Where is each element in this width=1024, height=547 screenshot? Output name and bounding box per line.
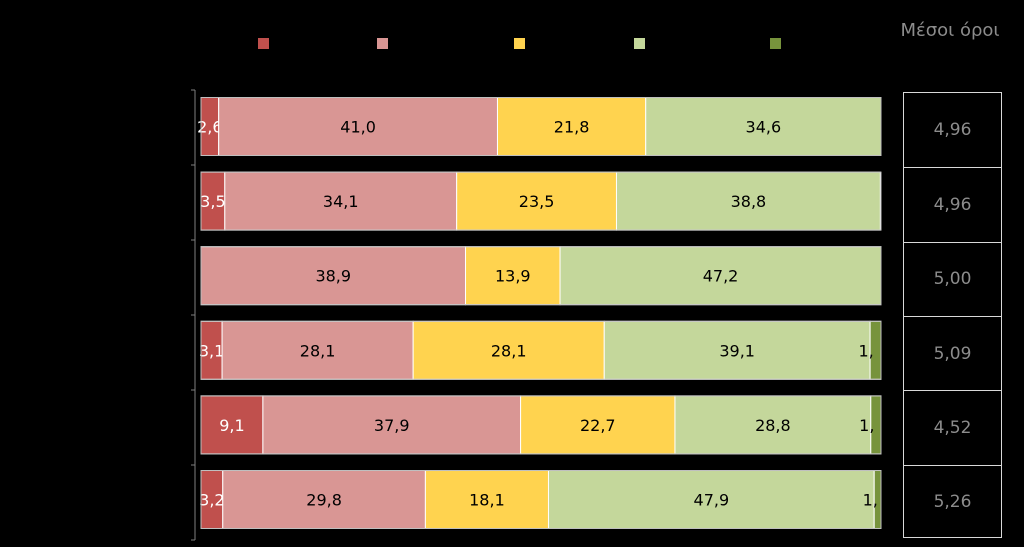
bar-segment bbox=[262, 395, 522, 455]
data-label: 34,1 bbox=[323, 192, 359, 211]
data-label: 29,8 bbox=[306, 491, 342, 510]
legend-swatch-1 bbox=[258, 38, 269, 49]
data-label: 13,9 bbox=[495, 267, 531, 286]
mean-value-cell: 5,26 bbox=[904, 464, 1001, 539]
data-label: 47,9 bbox=[694, 491, 730, 510]
data-label: 38,9 bbox=[315, 267, 351, 286]
mean-value-cell: 4,52 bbox=[904, 390, 1001, 464]
data-label: 2,6 bbox=[197, 118, 222, 137]
bar-segment bbox=[496, 97, 647, 156]
bar-segment bbox=[645, 97, 882, 156]
data-label: 28,8 bbox=[755, 416, 791, 435]
bar-row-frame bbox=[200, 246, 882, 306]
data-label: 1, bbox=[858, 341, 873, 360]
data-label: 39,1 bbox=[719, 341, 755, 360]
legend-swatch-5 bbox=[770, 38, 781, 49]
bar-row-frame bbox=[200, 395, 882, 455]
data-label: 41,0 bbox=[340, 118, 376, 137]
mean-value-cell: 5,09 bbox=[904, 316, 1001, 390]
bar-segment bbox=[547, 470, 875, 529]
data-label: 3,5 bbox=[200, 192, 225, 211]
data-label: 28,1 bbox=[491, 341, 527, 360]
bar-segment bbox=[222, 470, 426, 529]
data-label: 47,2 bbox=[703, 267, 739, 286]
legend-swatch-4 bbox=[634, 38, 645, 49]
bar-segment bbox=[200, 246, 467, 306]
bar-segment bbox=[218, 97, 498, 156]
mean-value-cell: 4,96 bbox=[933, 120, 972, 141]
data-label: 23,5 bbox=[519, 192, 555, 211]
bar-segment bbox=[559, 246, 882, 306]
bar-row-frame bbox=[200, 171, 882, 231]
legend-swatch-3 bbox=[514, 38, 525, 49]
data-label: 3,2 bbox=[199, 491, 224, 510]
data-label: 18,1 bbox=[469, 491, 505, 510]
bar-row-frame bbox=[200, 470, 882, 529]
data-label: 34,6 bbox=[746, 118, 782, 137]
data-label: 28,1 bbox=[300, 341, 336, 360]
bar-segment bbox=[615, 171, 881, 231]
bar-segment bbox=[200, 395, 264, 455]
data-label: 38,8 bbox=[731, 192, 767, 211]
data-label: 1, bbox=[863, 491, 878, 510]
mean-value-cell: 5,00 bbox=[904, 241, 1001, 316]
data-label: 1, bbox=[859, 416, 874, 435]
data-label: 37,9 bbox=[374, 416, 410, 435]
data-label: 3,1 bbox=[199, 341, 224, 360]
data-label: 9,1 bbox=[219, 416, 244, 435]
means-table: 4,96 4,96 5,00 5,09 4,52 5,26 bbox=[903, 92, 1002, 538]
bar-row-frame bbox=[200, 97, 882, 156]
bar-segment bbox=[520, 395, 676, 455]
means-title: Μέσοι όροι bbox=[900, 20, 1000, 41]
bar-row-frame bbox=[200, 320, 882, 380]
bar-segment bbox=[465, 246, 561, 306]
mean-value-cell: 4,96 bbox=[904, 167, 1001, 241]
data-label: 22,7 bbox=[580, 416, 616, 435]
legend-swatch-2 bbox=[377, 38, 388, 49]
bar-segment bbox=[221, 320, 414, 380]
data-label: 21,8 bbox=[554, 118, 590, 137]
